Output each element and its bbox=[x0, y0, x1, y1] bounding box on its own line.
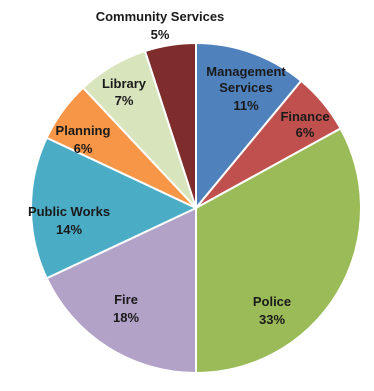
pie-slice-police bbox=[195, 127, 362, 375]
slice-label-community-services: Community Services 5% bbox=[96, 9, 225, 42]
slice-label-library: Library 7% bbox=[102, 76, 147, 108]
slice-percent-label: 11% bbox=[233, 98, 259, 113]
pie-slices bbox=[29, 41, 362, 375]
slice-labels: Management Services 11%Finance 6%Police 33%F… bbox=[28, 9, 330, 327]
slice-category-label: Fire bbox=[114, 292, 138, 307]
slice-percent-label: 33% bbox=[259, 312, 285, 327]
slice-percent-label: 14% bbox=[56, 222, 82, 237]
slice-percent-label: 18% bbox=[113, 310, 139, 325]
slice-label-finance: Finance 6% bbox=[280, 109, 329, 140]
pie-slice-public-works bbox=[29, 136, 199, 280]
pie-slice-fire bbox=[45, 206, 197, 375]
slice-category-label: Public Works bbox=[28, 204, 110, 219]
slice-category-label: Finance bbox=[280, 109, 329, 124]
slice-category-label: Planning bbox=[56, 123, 111, 138]
slice-label-fire: Fire 18% bbox=[113, 292, 139, 325]
slice-category-label: Police bbox=[253, 294, 291, 309]
slice-label-police: Police 33% bbox=[253, 294, 291, 327]
slice-percent-label: 5% bbox=[151, 27, 170, 42]
slice-percent-label: 6% bbox=[74, 141, 93, 156]
slice-category-label: Community Services bbox=[96, 9, 225, 24]
slice-percent-label: 6% bbox=[296, 125, 315, 140]
slice-label-management-services: Management Services 11% bbox=[206, 64, 286, 113]
pie-slice-community-services bbox=[143, 41, 197, 209]
slice-percent-label: 7% bbox=[115, 93, 134, 108]
slice-category-label: Management bbox=[206, 64, 286, 79]
slice-label-planning: Planning 6% bbox=[56, 123, 111, 156]
slice-category-label: Library bbox=[102, 76, 147, 91]
pie-slice-management-services bbox=[195, 41, 303, 211]
slice-label-public-works: Public Works 14% bbox=[28, 204, 110, 237]
slice-category-label: Services bbox=[219, 80, 273, 95]
